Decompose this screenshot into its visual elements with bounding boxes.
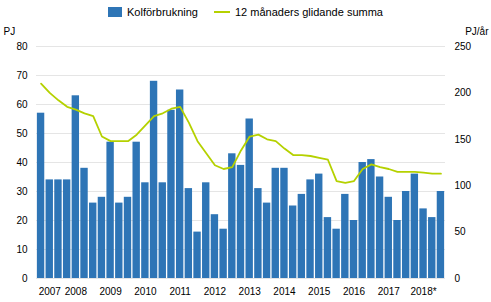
svg-text:0: 0 bbox=[22, 273, 28, 284]
svg-text:PJ/år: PJ/år bbox=[465, 26, 489, 37]
svg-text:2009: 2009 bbox=[99, 286, 122, 297]
svg-text:2007: 2007 bbox=[39, 286, 62, 297]
svg-text:200: 200 bbox=[455, 87, 472, 98]
svg-text:60: 60 bbox=[16, 99, 28, 110]
svg-text:2017: 2017 bbox=[378, 286, 401, 297]
svg-text:30: 30 bbox=[16, 186, 28, 197]
svg-text:2013: 2013 bbox=[239, 286, 262, 297]
svg-text:2015: 2015 bbox=[308, 286, 331, 297]
svg-text:2010: 2010 bbox=[134, 286, 157, 297]
svg-text:2008: 2008 bbox=[65, 286, 88, 297]
svg-text:20: 20 bbox=[16, 215, 28, 226]
html-text:Kolförbrukning: Kolförbrukning bbox=[127, 6, 198, 18]
svg-text:2018*: 2018* bbox=[410, 286, 436, 297]
svg-text:150: 150 bbox=[455, 134, 472, 145]
svg-text:100: 100 bbox=[455, 180, 472, 191]
svg-text:10: 10 bbox=[16, 244, 28, 255]
svg-text:50: 50 bbox=[455, 226, 467, 237]
html-text:12 månaders glidande summa: 12 månaders glidande summa bbox=[235, 6, 383, 18]
svg-text:2011: 2011 bbox=[169, 286, 191, 297]
svg-text:PJ: PJ bbox=[4, 26, 16, 37]
svg-text:50: 50 bbox=[16, 128, 28, 139]
svg-text:2016: 2016 bbox=[343, 286, 366, 297]
svg-text:70: 70 bbox=[16, 70, 28, 81]
svg-text:40: 40 bbox=[16, 157, 28, 168]
svg-text:2014: 2014 bbox=[273, 286, 296, 297]
svg-text:80: 80 bbox=[16, 41, 28, 52]
svg-text:0: 0 bbox=[455, 273, 461, 284]
svg-text:2012: 2012 bbox=[204, 286, 227, 297]
svg-text:250: 250 bbox=[455, 41, 472, 52]
